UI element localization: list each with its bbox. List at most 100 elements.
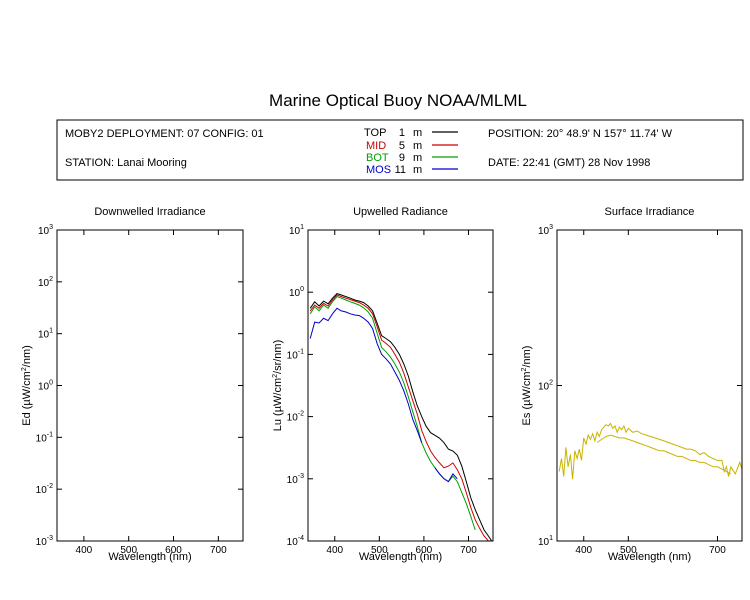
plot-frame	[556, 229, 743, 542]
legend-code-mid: MID	[366, 140, 386, 152]
y-tick-label: 10-2	[36, 483, 53, 496]
legend-entry-bot: BOT 9 m	[366, 152, 458, 164]
y-tick-base: 10	[38, 278, 50, 289]
y-tick-exponent: -3	[47, 535, 53, 542]
y-tick-exponent: -1	[47, 431, 53, 438]
y-tick-base: 10	[38, 330, 50, 341]
panel-upwelled: Upwelled Radiance 400 500 600 700 Wavelength …	[272, 206, 494, 563]
y-tick-base: 10	[538, 382, 550, 393]
y-tick-base: 10	[36, 485, 48, 496]
y-label-sup: 2	[521, 367, 528, 371]
y-tick-exponent: -4	[298, 535, 304, 542]
series-line-top	[309, 293, 493, 541]
y-tick-exponent: 1	[49, 328, 53, 335]
y-label-part: /nm)	[521, 346, 533, 368]
x-tick-label: 400	[575, 545, 592, 556]
y-tick-exponent: 3	[549, 224, 553, 231]
y-label-part: /nm)	[21, 345, 33, 367]
y-tick-label: 100	[38, 380, 53, 393]
y-tick-exponent: 2	[49, 276, 53, 283]
y-tick-base: 10	[287, 413, 299, 424]
x-tick-label: 500	[120, 545, 137, 556]
position-text: POSITION: 20° 48.9' N 157° 11.74' W	[488, 128, 673, 140]
panel-surface: Surface Irradiance 400 500 700 Wavelength (n…	[521, 206, 743, 563]
y-label-sup: 2	[272, 374, 279, 378]
y-label-part: Ed (µW/cm	[21, 371, 33, 426]
y-tick-label: 100	[289, 286, 304, 299]
header-box	[56, 119, 744, 181]
y-tick-base: 10	[287, 475, 299, 486]
y-tick-base: 10	[36, 537, 48, 548]
y-tick-label: 101	[538, 535, 553, 548]
y-tick-base: 10	[289, 288, 301, 299]
legend-entry-mid: MID 5 m	[366, 140, 458, 152]
legend-depth-mid: 5	[399, 140, 405, 152]
legend-code-top: TOP	[364, 127, 386, 139]
plot-frame	[307, 229, 494, 542]
y-tick-label: 102	[38, 276, 53, 289]
y-tick-exponent: 0	[49, 380, 53, 387]
legend-unit-top: m	[413, 127, 422, 139]
depth-legend: TOP 1 m MID 5 m BOT 9 m MOS 11 m	[364, 127, 458, 176]
series-line-mos	[434, 467, 458, 483]
x-axis-label: Wavelength (nm)	[608, 551, 691, 563]
legend-code-bot: BOT	[366, 152, 389, 164]
figure-title: Marine Optical Buoy NOAA/MLML	[269, 91, 527, 110]
x-tick-label: 600	[416, 545, 433, 556]
series-line-mos	[309, 307, 423, 443]
panel-title: Downwelled Irradiance	[94, 206, 205, 218]
y-tick-exponent: 1	[549, 535, 553, 542]
legend-depth-mos: 11	[395, 164, 406, 176]
deployment-text: MOBY2 DEPLOYMENT: 07 CONFIG: 01	[65, 128, 264, 140]
x-tick-label: 700	[210, 545, 227, 556]
y-tick-base: 10	[36, 433, 48, 444]
y-tick-base: 10	[538, 226, 550, 237]
y-tick-label: 103	[538, 224, 553, 237]
y-tick-label: 10-2	[287, 411, 304, 424]
legend-unit-bot: m	[413, 152, 422, 164]
y-label-part: Lu (µW/cm	[272, 378, 284, 431]
series-line-bot	[309, 296, 476, 531]
y-tick-label: 10-3	[287, 473, 304, 486]
y-tick-base: 10	[287, 350, 299, 361]
y-tick-base: 10	[538, 537, 550, 548]
y-tick-label: 101	[38, 328, 53, 341]
y-tick-exponent: 2	[549, 380, 553, 387]
y-tick-exponent: -3	[298, 473, 304, 480]
y-tick-label: 10-1	[287, 348, 304, 361]
legend-depth-top: 1	[399, 127, 405, 139]
panel-downwelled: Downwelled Irradiance 400 500 600 700 Wavelen…	[21, 206, 244, 563]
x-axis-label: Wavelength (nm)	[108, 551, 191, 563]
y-axis-label: Lu (µW/cm2/sr/nm)	[272, 340, 284, 432]
y-label-part: /sr/nm)	[272, 340, 284, 374]
chart-panels: Downwelled Irradiance 400 500 600 700 Wavelen…	[21, 206, 743, 563]
y-tick-label: 10-4	[287, 535, 304, 548]
x-axis-label: Wavelength (nm)	[359, 551, 442, 563]
y-tick-label: 101	[289, 224, 304, 237]
series-line-es-2	[596, 434, 732, 475]
station-text: STATION: Lanai Mooring	[65, 157, 187, 169]
y-tick-base: 10	[38, 382, 50, 393]
y-tick-exponent: 3	[49, 224, 53, 231]
x-tick-label: 500	[620, 545, 637, 556]
panel-title: Upwelled Radiance	[353, 206, 448, 218]
legend-entry-mos: MOS 11 m	[366, 164, 458, 176]
y-label-part: Es (µW/cm	[521, 371, 533, 425]
x-tick-label: 600	[165, 545, 182, 556]
x-tick-label: 400	[326, 545, 343, 556]
y-tick-base: 10	[287, 537, 299, 548]
y-tick-exponent: 0	[300, 286, 304, 293]
legend-entry-top: TOP 1 m	[364, 127, 458, 139]
y-tick-exponent: -2	[298, 411, 304, 418]
x-tick-label: 700	[709, 545, 726, 556]
y-axis-label: Ed (µW/cm2/nm)	[21, 345, 33, 426]
y-tick-label: 10-3	[36, 535, 53, 548]
legend-unit-mid: m	[413, 140, 422, 152]
y-tick-exponent: -1	[298, 348, 304, 355]
y-axis-label: Es (µW/cm2/nm)	[521, 346, 533, 426]
x-tick-label: 500	[371, 545, 388, 556]
legend-unit-mos: m	[413, 164, 422, 176]
x-tick-label: 400	[76, 545, 93, 556]
legend-code-mos: MOS	[366, 164, 391, 176]
